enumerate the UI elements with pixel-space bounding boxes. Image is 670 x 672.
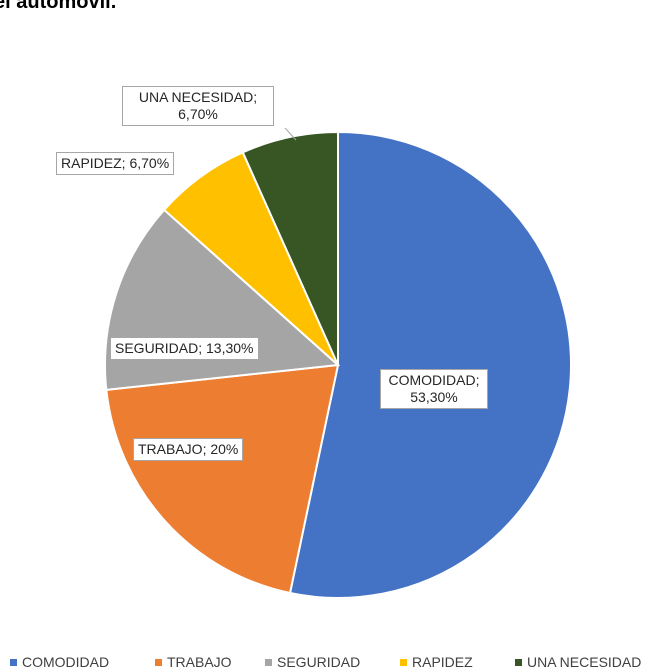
legend-item: TRABAJO	[155, 654, 232, 670]
data-label: TRABAJO; 20%	[133, 438, 244, 461]
data-label: SEGURIDAD; 13,30%	[110, 337, 259, 360]
pie-slice	[105, 363, 340, 595]
data-label: RAPIDEZ; 6,70%	[56, 152, 175, 175]
legend-label: COMODIDAD	[22, 654, 110, 670]
legend-swatch	[155, 658, 162, 666]
legend-item: COMODIDAD	[10, 654, 109, 670]
legend-label: RAPIDEZ	[412, 654, 473, 670]
leader-line	[284, 127, 297, 141]
legend-item: UNA NECESIDAD	[515, 654, 641, 670]
legend-label: SEGURIDAD	[277, 654, 361, 670]
legend-item: RAPIDEZ	[400, 654, 473, 670]
data-label: COMODIDAD; 53,30%	[380, 369, 488, 409]
legend-swatch	[10, 658, 17, 666]
legend-item: SEGURIDAD	[265, 654, 360, 670]
legend-swatch	[400, 658, 407, 666]
legend-swatch	[265, 658, 272, 666]
pie-slice	[241, 130, 339, 366]
chart-title: el automóvil.	[0, 0, 117, 13]
legend-label: UNA NECESIDAD	[527, 654, 642, 670]
pie-slice	[288, 130, 572, 599]
data-label: UNA NECESIDAD; 6,70%	[122, 86, 274, 126]
legend-swatch	[515, 658, 522, 666]
legend-label: TRABAJO	[167, 654, 232, 670]
